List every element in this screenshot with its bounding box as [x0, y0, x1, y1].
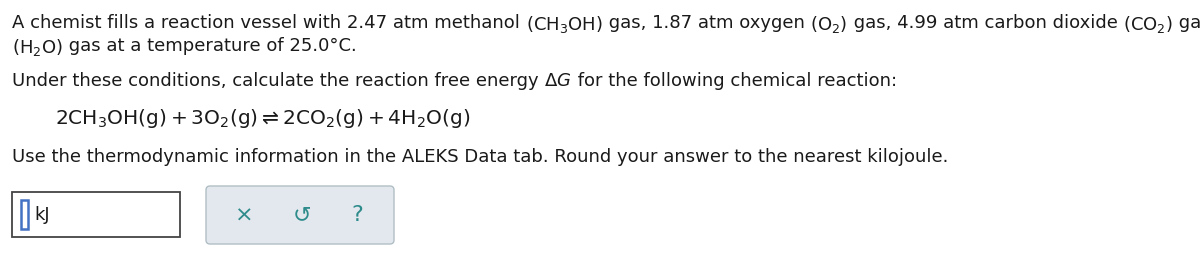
Text: gas, and 6.71 atm water: gas, and 6.71 atm water	[1174, 14, 1200, 32]
Text: $\left(\mathrm{O_2}\right)$: $\left(\mathrm{O_2}\right)$	[810, 14, 847, 35]
Text: Under these conditions, calculate the reaction free energy: Under these conditions, calculate the re…	[12, 72, 545, 90]
Text: ?: ?	[352, 205, 364, 225]
FancyBboxPatch shape	[22, 200, 28, 229]
Text: $\left(\mathrm{CH_3OH}\right)$: $\left(\mathrm{CH_3OH}\right)$	[526, 14, 602, 35]
Text: Use the thermodynamic information in the ALEKS Data tab. Round your answer to th: Use the thermodynamic information in the…	[12, 148, 948, 166]
Text: gas, 4.99 atm carbon dioxide: gas, 4.99 atm carbon dioxide	[847, 14, 1123, 32]
Text: for the following chemical reaction:: for the following chemical reaction:	[571, 72, 896, 90]
Text: A chemist fills a reaction vessel with 2.47 atm methanol: A chemist fills a reaction vessel with 2…	[12, 14, 526, 32]
Text: $\Delta G$: $\Delta G$	[545, 72, 571, 90]
Text: $\times$: $\times$	[234, 205, 251, 225]
Text: $\circlearrowleft$: $\circlearrowleft$	[288, 205, 312, 225]
Text: $\left(\mathrm{H_2O}\right)$: $\left(\mathrm{H_2O}\right)$	[12, 37, 62, 58]
Text: kJ: kJ	[34, 205, 49, 223]
Text: $\left(\mathrm{CO_2}\right)$: $\left(\mathrm{CO_2}\right)$	[1123, 14, 1174, 35]
Text: $2\mathrm{CH_3OH(g)+3O_2(g)\rightleftharpoons 2CO_2(g)+4H_2O(g)}$: $2\mathrm{CH_3OH(g)+3O_2(g)\rightlefthar…	[55, 107, 470, 130]
Text: gas at a temperature of 25.0°C.: gas at a temperature of 25.0°C.	[62, 37, 356, 55]
FancyBboxPatch shape	[206, 186, 394, 244]
FancyBboxPatch shape	[12, 192, 180, 237]
Text: gas, 1.87 atm oxygen: gas, 1.87 atm oxygen	[602, 14, 810, 32]
